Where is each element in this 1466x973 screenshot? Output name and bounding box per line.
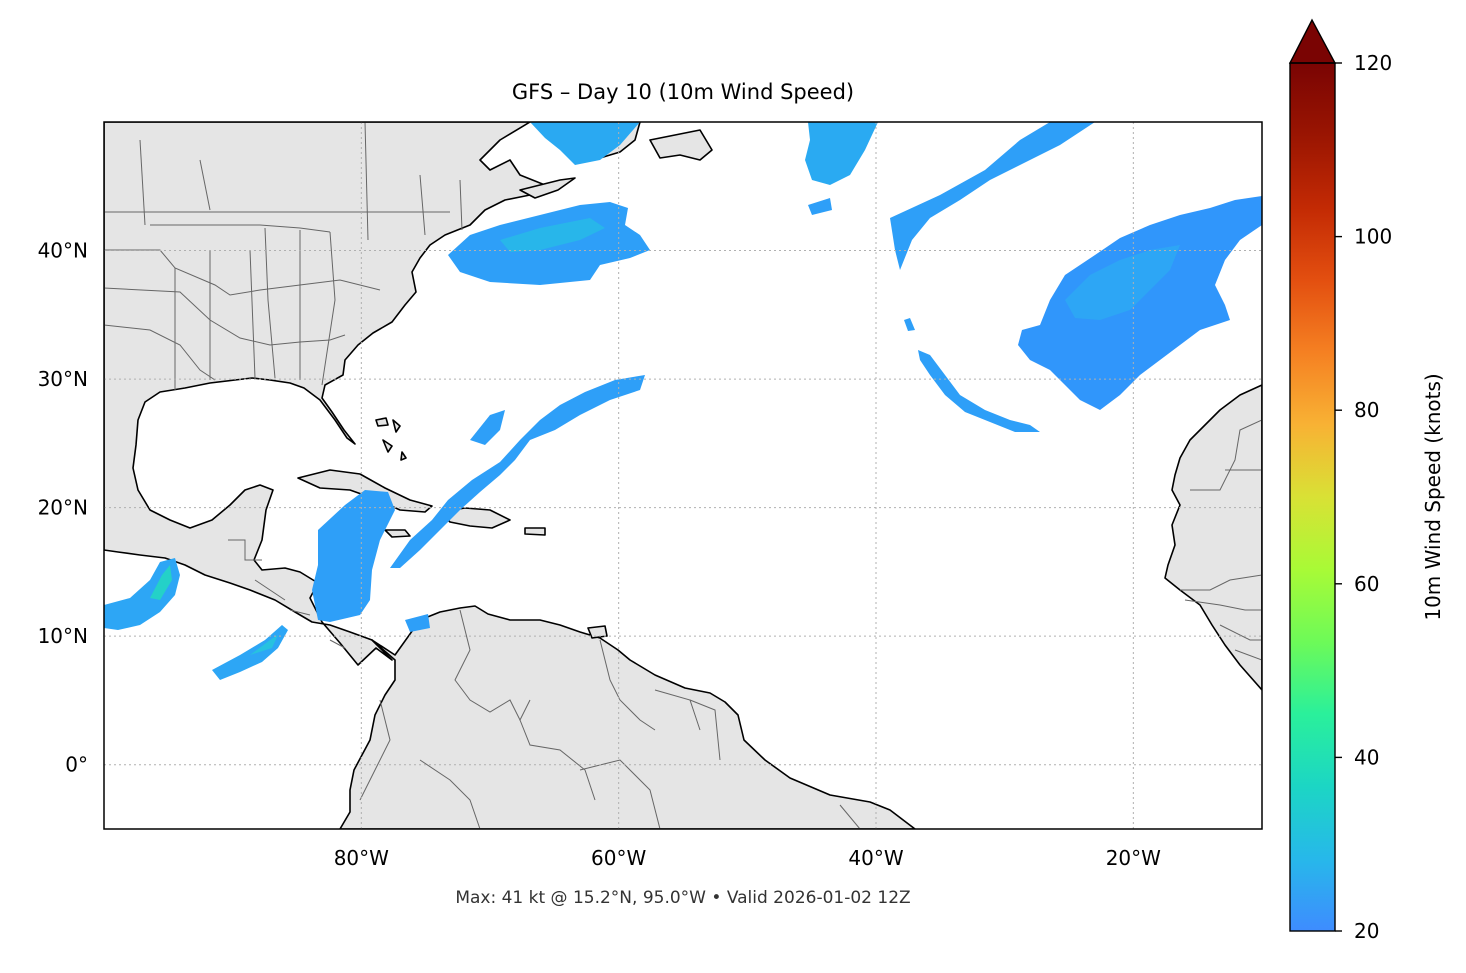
wind-speed-shading xyxy=(104,122,1262,680)
wind-region-small-2 xyxy=(904,318,915,331)
wind-region-bahamas xyxy=(390,375,645,568)
colorbar-tick-label: 120 xyxy=(1354,51,1392,75)
wind-region-small-3 xyxy=(405,614,430,632)
north-america-land xyxy=(104,122,546,666)
bahamas-islands xyxy=(375,417,407,461)
wind-region-st-lawrence xyxy=(530,122,640,165)
lat-tick-label: 0° xyxy=(65,753,88,777)
wind-region-papagayo xyxy=(212,625,288,680)
wind-region-central-arc xyxy=(918,350,1040,432)
africa-land xyxy=(1164,384,1262,691)
lon-tick-label: 40°W xyxy=(848,846,903,870)
lat-tick-label: 30°N xyxy=(38,367,88,391)
lon-tick-label: 80°W xyxy=(334,846,389,870)
colorbar-frame xyxy=(1289,62,1336,932)
trinidad-land xyxy=(587,625,608,639)
latitude-labels: 40°N 30°N 20°N 10°N 0° xyxy=(38,239,88,777)
colorbar-tick-label: 80 xyxy=(1354,398,1379,422)
south-america-land xyxy=(339,605,916,829)
colorbar-tick-label: 60 xyxy=(1354,572,1379,596)
wind-core-tehuantepec xyxy=(150,565,172,600)
colorbar-extend-arrow xyxy=(1288,18,1337,64)
longitude-labels: 80°W 60°W 40°W 20°W xyxy=(334,846,1161,870)
colorbar-tick-label: 20 xyxy=(1354,919,1379,943)
colorbar-gradient xyxy=(1290,63,1335,931)
jamaica-land xyxy=(384,529,411,538)
map-title: GFS – Day 10 (10m Wind Speed) xyxy=(512,80,854,104)
wind-region-tehuantepec xyxy=(104,558,180,630)
lon-tick-label: 20°W xyxy=(1106,846,1161,870)
wind-region-bahamas-west xyxy=(470,410,505,445)
colorbar-ticks: 120 100 80 60 40 20 xyxy=(1335,51,1392,943)
puerto-rico-land xyxy=(524,527,546,536)
wind-core-azores xyxy=(1065,245,1180,320)
map-frame xyxy=(103,121,1263,830)
lat-tick-label: 20°N xyxy=(38,496,88,520)
hispaniola-land xyxy=(439,507,511,529)
wind-region-small-1 xyxy=(808,198,832,215)
wind-region-caribbean xyxy=(312,490,395,622)
colorbar: 120 100 80 60 40 20 10m Wind Speed (knots) xyxy=(1288,18,1445,943)
gridlines xyxy=(104,122,1262,829)
colorbar-label: 10m Wind Speed (knots) xyxy=(1421,373,1445,620)
lat-tick-label: 10°N xyxy=(38,624,88,648)
wind-core-papagayo xyxy=(250,635,278,655)
colorbar-tick-label: 40 xyxy=(1354,745,1379,769)
nova-scotia-land xyxy=(519,177,576,199)
wind-region-azores xyxy=(1018,196,1262,410)
map-plot-area xyxy=(104,122,1262,829)
wind-region-labrador-sea xyxy=(805,122,878,185)
lat-tick-label: 40°N xyxy=(38,239,88,263)
political-borders xyxy=(104,122,1262,829)
max-wind-footer: Max: 41 kt @ 15.2°N, 95.0°W • Valid 2026… xyxy=(455,888,910,908)
wind-core-northeast-us xyxy=(500,218,605,252)
lon-tick-label: 60°W xyxy=(591,846,646,870)
colorbar-tick-label: 100 xyxy=(1354,225,1392,249)
